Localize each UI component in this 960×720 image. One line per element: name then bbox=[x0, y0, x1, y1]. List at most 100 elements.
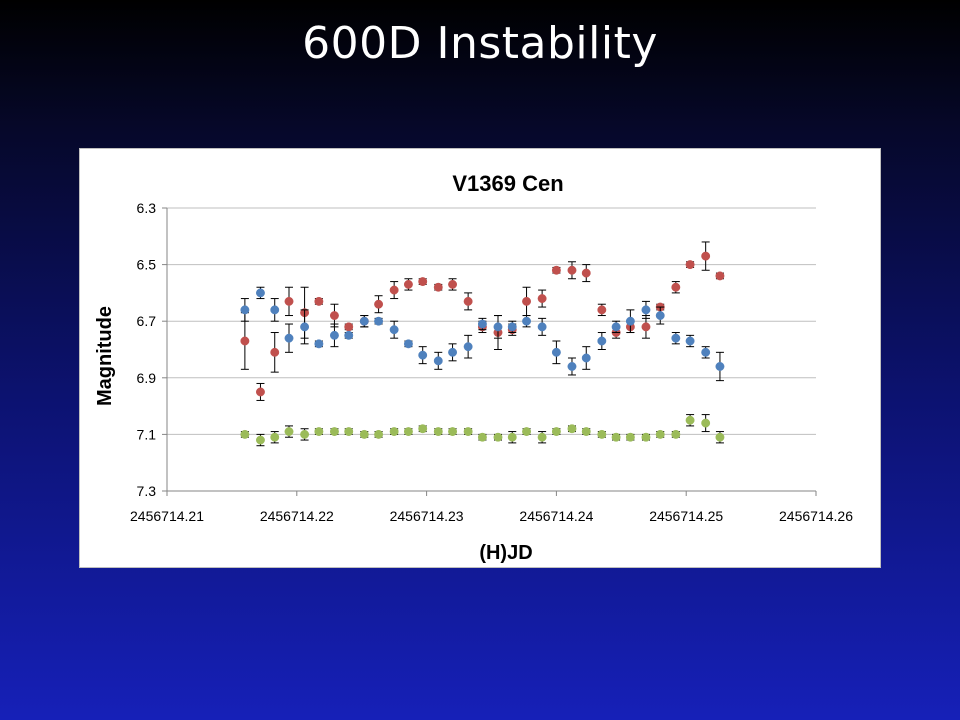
data-point-green bbox=[284, 427, 294, 437]
data-point-green bbox=[671, 429, 681, 439]
data-point-green bbox=[715, 432, 725, 442]
data-point-blue bbox=[240, 305, 250, 315]
data-point-blue bbox=[284, 333, 294, 343]
data-point-blue bbox=[537, 322, 547, 332]
x-axis-title: (H)JD bbox=[479, 542, 532, 564]
data-point-green bbox=[329, 427, 339, 437]
data-point-blue bbox=[685, 336, 695, 346]
y-axis-title: Magnitude bbox=[94, 306, 116, 406]
data-point-red bbox=[329, 311, 339, 320]
data-point-red bbox=[701, 251, 711, 261]
data-point-blue bbox=[597, 336, 607, 346]
data-point-red bbox=[715, 271, 725, 281]
x-tick-label: 2456714.24 bbox=[519, 508, 593, 524]
data-point-red bbox=[641, 322, 651, 332]
data-point-green bbox=[463, 427, 473, 437]
data-point-blue bbox=[270, 305, 280, 315]
y-tick-label: 6.3 bbox=[137, 200, 157, 216]
data-point-blue bbox=[655, 311, 665, 320]
data-point-blue bbox=[314, 339, 324, 349]
data-point-green bbox=[418, 424, 428, 434]
data-point-blue bbox=[581, 353, 591, 363]
data-point-red bbox=[284, 296, 294, 306]
data-point-blue bbox=[625, 316, 635, 326]
data-point-green bbox=[701, 418, 711, 428]
data-point-blue bbox=[374, 316, 384, 326]
data-point-blue bbox=[567, 362, 577, 371]
data-point-green bbox=[314, 427, 324, 437]
data-point-green bbox=[655, 429, 665, 439]
data-point-blue bbox=[300, 322, 310, 332]
data-point-blue bbox=[403, 339, 413, 349]
data-point-green bbox=[433, 427, 443, 437]
data-point-green bbox=[374, 429, 384, 439]
data-point-blue bbox=[463, 342, 473, 352]
data-point-green bbox=[344, 427, 354, 437]
x-tick-label: 2456714.26 bbox=[779, 508, 853, 524]
data-point-blue bbox=[329, 330, 339, 340]
data-point-red bbox=[240, 336, 250, 346]
data-point-green bbox=[493, 432, 503, 442]
data-point-green bbox=[597, 429, 607, 439]
data-point-red bbox=[256, 387, 265, 397]
y-tick-label: 7.3 bbox=[137, 483, 157, 499]
data-point-green bbox=[240, 429, 250, 439]
data-series bbox=[240, 241, 725, 447]
series-green bbox=[240, 414, 725, 447]
data-point-blue bbox=[507, 322, 517, 332]
data-point-blue bbox=[389, 325, 399, 335]
data-point-blue bbox=[611, 322, 621, 332]
data-point-green bbox=[448, 427, 458, 437]
scatter-chart: 6.3 6.5 6.7 6.9 7.1 7.3 2456714.21 2456714.22 24… bbox=[94, 171, 853, 564]
data-point-green bbox=[641, 432, 651, 442]
y-tick-label: 6.5 bbox=[137, 257, 157, 273]
data-point-blue bbox=[641, 305, 651, 315]
x-tick-label: 2456714.25 bbox=[649, 508, 723, 524]
data-point-red bbox=[448, 279, 458, 289]
data-point-green bbox=[270, 432, 280, 442]
data-point-green bbox=[551, 427, 561, 437]
x-tick-label: 2456714.23 bbox=[390, 508, 464, 524]
data-point-green bbox=[625, 432, 635, 442]
axes bbox=[162, 207, 817, 496]
data-point-red bbox=[314, 296, 324, 306]
data-point-red bbox=[403, 279, 413, 289]
data-point-red bbox=[597, 305, 607, 315]
data-point-green bbox=[522, 427, 531, 437]
data-point-blue bbox=[344, 330, 354, 340]
data-point-green bbox=[359, 429, 369, 439]
data-point-green bbox=[256, 435, 265, 445]
slide-title: 600D Instability bbox=[302, 18, 658, 69]
data-point-blue bbox=[256, 288, 265, 298]
data-point-blue bbox=[551, 347, 561, 357]
data-point-blue bbox=[701, 347, 711, 357]
data-point-red bbox=[418, 277, 428, 287]
data-point-red bbox=[389, 285, 399, 295]
data-point-green bbox=[477, 432, 487, 442]
data-point-blue bbox=[359, 316, 369, 326]
data-point-green bbox=[567, 424, 577, 434]
data-point-green bbox=[403, 427, 413, 437]
data-point-red bbox=[671, 282, 681, 292]
data-point-red bbox=[685, 260, 695, 270]
data-point-blue bbox=[522, 316, 531, 326]
tick-labels: 6.3 6.5 6.7 6.9 7.1 7.3 2456714.21 2456714.22 24… bbox=[130, 200, 853, 524]
data-point-red bbox=[374, 299, 384, 309]
data-point-red bbox=[433, 282, 443, 292]
data-point-green bbox=[685, 415, 695, 425]
data-point-red bbox=[463, 296, 473, 306]
data-point-red bbox=[581, 268, 591, 278]
y-tick-label: 6.9 bbox=[137, 370, 157, 386]
data-point-green bbox=[389, 427, 399, 437]
data-point-blue bbox=[448, 347, 458, 357]
x-tick-label: 2456714.21 bbox=[130, 508, 204, 524]
data-point-green bbox=[507, 432, 517, 442]
data-point-red bbox=[567, 265, 577, 275]
data-point-red bbox=[344, 322, 354, 332]
data-point-blue bbox=[715, 362, 725, 371]
y-tick-label: 7.1 bbox=[137, 426, 157, 442]
chart-title: V1369 Cen bbox=[452, 171, 563, 196]
data-point-red bbox=[270, 347, 280, 357]
data-point-blue bbox=[493, 322, 503, 332]
data-point-green bbox=[537, 432, 547, 442]
